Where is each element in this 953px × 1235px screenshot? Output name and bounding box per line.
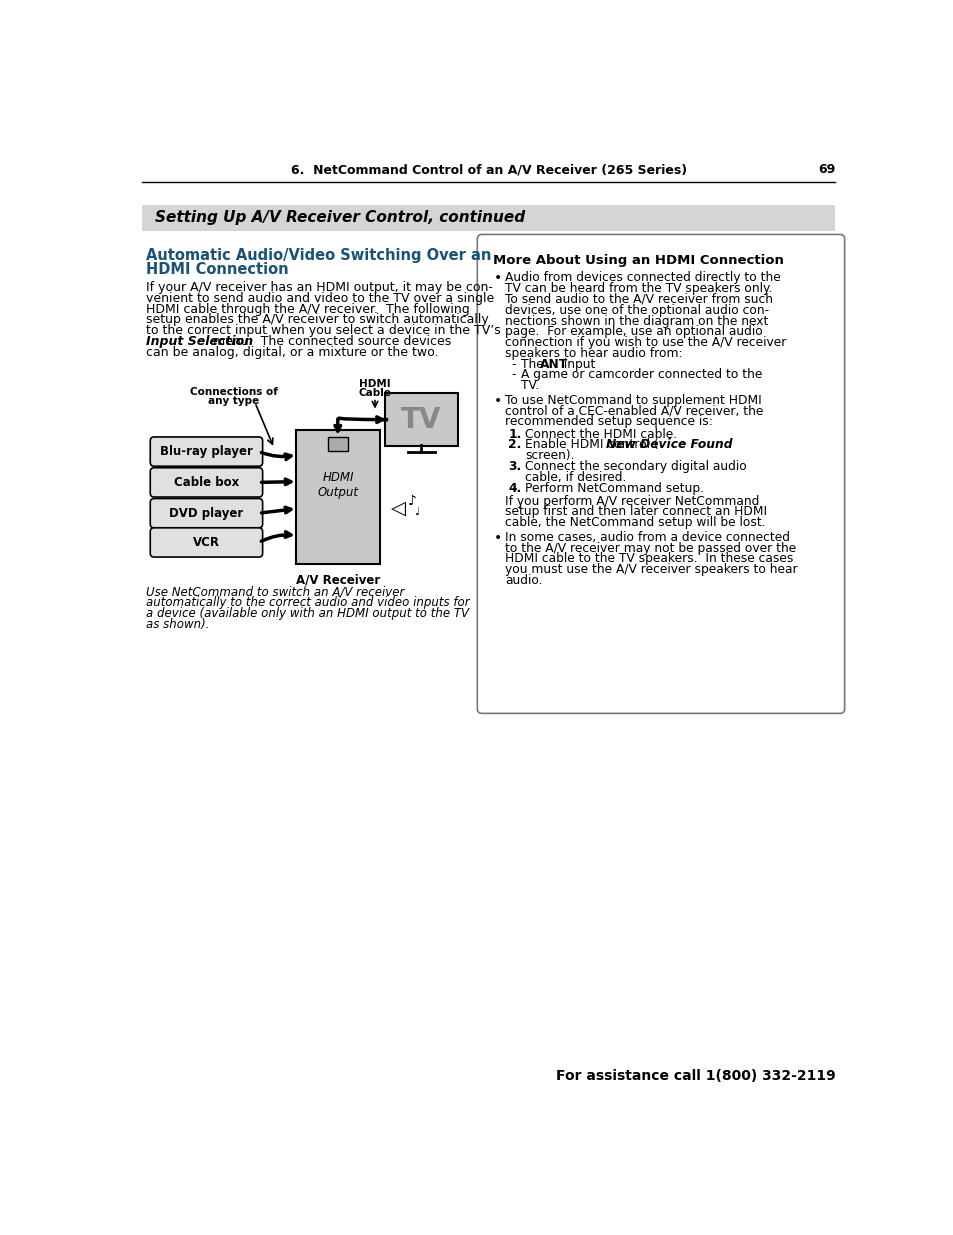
Text: A game or camcorder connected to the: A game or camcorder connected to the	[520, 368, 761, 382]
Text: Audio from devices connected directly to the: Audio from devices connected directly to…	[505, 272, 781, 284]
Text: a device (available only with an HDMI output to the TV: a device (available only with an HDMI ou…	[146, 608, 469, 620]
Text: Automatic Audio/Video Switching Over an: Automatic Audio/Video Switching Over an	[146, 248, 491, 263]
Text: menu.  The connected source devices: menu. The connected source devices	[209, 336, 451, 348]
Text: Connections of: Connections of	[190, 387, 277, 396]
Text: 2.: 2.	[508, 438, 521, 452]
Text: ♪: ♪	[407, 494, 416, 508]
Text: nections shown in the diagram on the next: nections shown in the diagram on the nex…	[505, 315, 768, 327]
Text: devices, use one of the optional audio con-: devices, use one of the optional audio c…	[505, 304, 768, 316]
Text: The: The	[520, 358, 547, 370]
Text: audio.: audio.	[505, 574, 542, 587]
Text: as shown).: as shown).	[146, 618, 210, 631]
Text: For assistance call 1(800) 332-2119: For assistance call 1(800) 332-2119	[555, 1070, 835, 1083]
Text: Perform NetCommand setup.: Perform NetCommand setup.	[525, 482, 703, 494]
Text: HDMI: HDMI	[359, 379, 391, 389]
Text: •: •	[494, 394, 502, 408]
Text: 3.: 3.	[508, 461, 521, 473]
Text: setup first and then later connect an HDMI: setup first and then later connect an HD…	[505, 505, 766, 519]
FancyBboxPatch shape	[142, 205, 835, 231]
Text: A/V Receiver: A/V Receiver	[295, 573, 380, 587]
Text: To send audio to the A/V receiver from such: To send audio to the A/V receiver from s…	[505, 293, 772, 306]
FancyBboxPatch shape	[150, 527, 262, 557]
Text: cable, the NetCommand setup will be lost.: cable, the NetCommand setup will be lost…	[505, 516, 765, 530]
Text: setup enables the A/V receiver to switch automatically: setup enables the A/V receiver to switch…	[146, 314, 489, 326]
Text: input: input	[559, 358, 595, 370]
Text: Enable HDMI control (: Enable HDMI control (	[525, 438, 659, 452]
Text: 69: 69	[818, 163, 835, 177]
Text: TV can be heard from the TV speakers only.: TV can be heard from the TV speakers onl…	[505, 282, 772, 295]
Text: DVD player: DVD player	[169, 506, 243, 520]
Text: Connect the secondary digital audio: Connect the secondary digital audio	[525, 461, 746, 473]
Text: -: -	[511, 358, 516, 370]
Text: 4.: 4.	[508, 482, 521, 494]
FancyBboxPatch shape	[295, 430, 380, 564]
Text: To use NetCommand to supplement HDMI: To use NetCommand to supplement HDMI	[505, 394, 761, 406]
Text: If you perform A/V receiver NetCommand: If you perform A/V receiver NetCommand	[505, 495, 759, 508]
Text: VCR: VCR	[193, 536, 220, 548]
Text: venient to send audio and video to the TV over a single: venient to send audio and video to the T…	[146, 291, 494, 305]
Text: control of a CEC-enabled A/V receiver, the: control of a CEC-enabled A/V receiver, t…	[505, 405, 762, 417]
Text: Connect the HDMI cable.: Connect the HDMI cable.	[525, 427, 677, 441]
Text: HDMI Connection: HDMI Connection	[146, 262, 289, 277]
Text: to the A/V receiver may not be passed over the: to the A/V receiver may not be passed ov…	[505, 542, 796, 555]
Text: page.  For example, use an optional audio: page. For example, use an optional audio	[505, 325, 762, 338]
Text: screen).: screen).	[525, 450, 575, 462]
FancyBboxPatch shape	[476, 235, 843, 714]
Text: can be analog, digital, or a mixture or the two.: can be analog, digital, or a mixture or …	[146, 346, 438, 359]
Text: HDMI cable through the A/V receiver.  The following: HDMI cable through the A/V receiver. The…	[146, 303, 470, 315]
FancyBboxPatch shape	[150, 437, 262, 466]
Text: HDMI
Output: HDMI Output	[317, 472, 358, 499]
Text: New Device Found: New Device Found	[605, 438, 732, 452]
Text: to the correct input when you select a device in the TV’s: to the correct input when you select a d…	[146, 325, 500, 337]
Text: Setting Up A/V Receiver Control, continued: Setting Up A/V Receiver Control, continu…	[154, 210, 524, 225]
Text: If your A/V receiver has an HDMI output, it may be con-: If your A/V receiver has an HDMI output,…	[146, 280, 493, 294]
Text: TV: TV	[401, 405, 441, 433]
FancyBboxPatch shape	[328, 437, 348, 451]
Text: ANT: ANT	[539, 358, 568, 370]
FancyBboxPatch shape	[150, 499, 262, 527]
Text: -: -	[511, 368, 516, 382]
Text: connection if you wish to use the A/V receiver: connection if you wish to use the A/V re…	[505, 336, 786, 350]
Text: More About Using an HDMI Connection: More About Using an HDMI Connection	[493, 254, 782, 268]
Text: you must use the A/V receiver speakers to hear: you must use the A/V receiver speakers t…	[505, 563, 797, 577]
Text: Cable: Cable	[358, 389, 391, 399]
Text: •: •	[494, 531, 502, 545]
Text: HDMI cable to the TV speakers.  In these cases: HDMI cable to the TV speakers. In these …	[505, 552, 793, 566]
FancyBboxPatch shape	[150, 468, 262, 496]
Text: Blu-ray player: Blu-ray player	[160, 445, 253, 458]
Text: Cable box: Cable box	[173, 475, 239, 489]
Text: 6.  NetCommand Control of an A/V Receiver (265 Series): 6. NetCommand Control of an A/V Receiver…	[291, 163, 686, 177]
Text: automatically to the correct audio and video inputs for: automatically to the correct audio and v…	[146, 597, 470, 609]
Text: recommended setup sequence is:: recommended setup sequence is:	[505, 415, 712, 429]
FancyBboxPatch shape	[385, 393, 457, 446]
Text: 1.: 1.	[508, 427, 521, 441]
Text: ♩: ♩	[414, 508, 418, 517]
Text: Input Selection: Input Selection	[146, 336, 253, 348]
Text: •: •	[494, 272, 502, 285]
Text: TV.: TV.	[520, 379, 538, 393]
Text: cable, if desired.: cable, if desired.	[525, 471, 626, 484]
Text: ◁: ◁	[390, 499, 405, 517]
Text: Use NetCommand to switch an A/V receiver: Use NetCommand to switch an A/V receiver	[146, 585, 404, 599]
Text: any type: any type	[208, 396, 259, 406]
Text: In some cases, audio from a device connected: In some cases, audio from a device conne…	[505, 531, 789, 543]
Text: speakers to hear audio from:: speakers to hear audio from:	[505, 347, 682, 359]
